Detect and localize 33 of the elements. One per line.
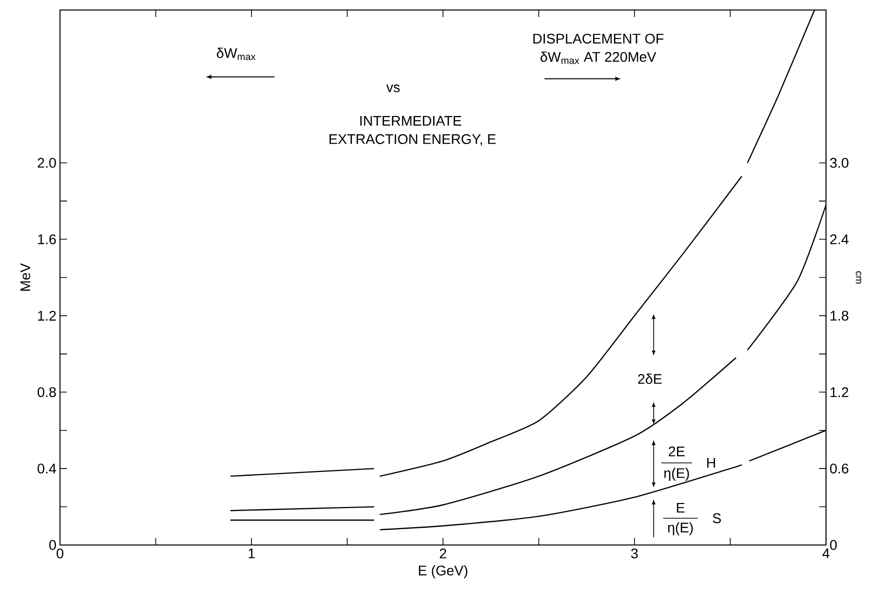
- y-tick-label: 0: [49, 540, 56, 550]
- y-tick-label: 1.2: [38, 310, 56, 321]
- y2-tick-label: 2.4: [830, 234, 849, 244]
- x-tick-label: 2: [440, 548, 446, 558]
- x-axis-title: E (GeV): [418, 565, 468, 578]
- annotation: E: [676, 502, 685, 513]
- y2-tick-label: 0: [830, 540, 837, 550]
- y2-tick-label: 1.2: [830, 387, 848, 398]
- y2-axis-title: cm: [856, 271, 862, 284]
- annotation: η(E): [664, 468, 689, 481]
- y2-tick-label: 0.6: [830, 464, 848, 474]
- annotation: EXTRACTION ENERGY, E: [330, 134, 496, 146]
- x-tick-label: 3: [631, 548, 638, 558]
- y2-tick-label: 1.8: [830, 310, 848, 321]
- annotation: INTERMEDIATE: [360, 116, 462, 126]
- y2-tick-label: 3.0: [830, 158, 848, 168]
- annotation: DISPLACEMENT OF: [533, 34, 664, 44]
- annotation: H: [707, 458, 716, 468]
- annotation: δW$_{max}$: [216, 48, 256, 60]
- x-tick-label: 0: [56, 548, 64, 558]
- y-axis-title: MeV: [20, 263, 30, 291]
- y-tick-label: 2.0: [38, 158, 56, 168]
- x-tick-label: 4: [822, 548, 830, 558]
- annotation: η(E): [668, 522, 693, 536]
- annotation: 2δE: [638, 374, 662, 384]
- annotation: vs: [386, 84, 400, 92]
- annotation: δW$_{max}$ AT 220MeV: [540, 52, 656, 64]
- x-tick-label: 1: [248, 548, 255, 558]
- annotation: 2E: [668, 446, 685, 456]
- y-tick-label: 1.6: [38, 234, 56, 244]
- y-tick-label: 0.8: [38, 387, 56, 398]
- y-tick-label: 0.4: [38, 464, 56, 474]
- annotation: S: [712, 513, 721, 524]
